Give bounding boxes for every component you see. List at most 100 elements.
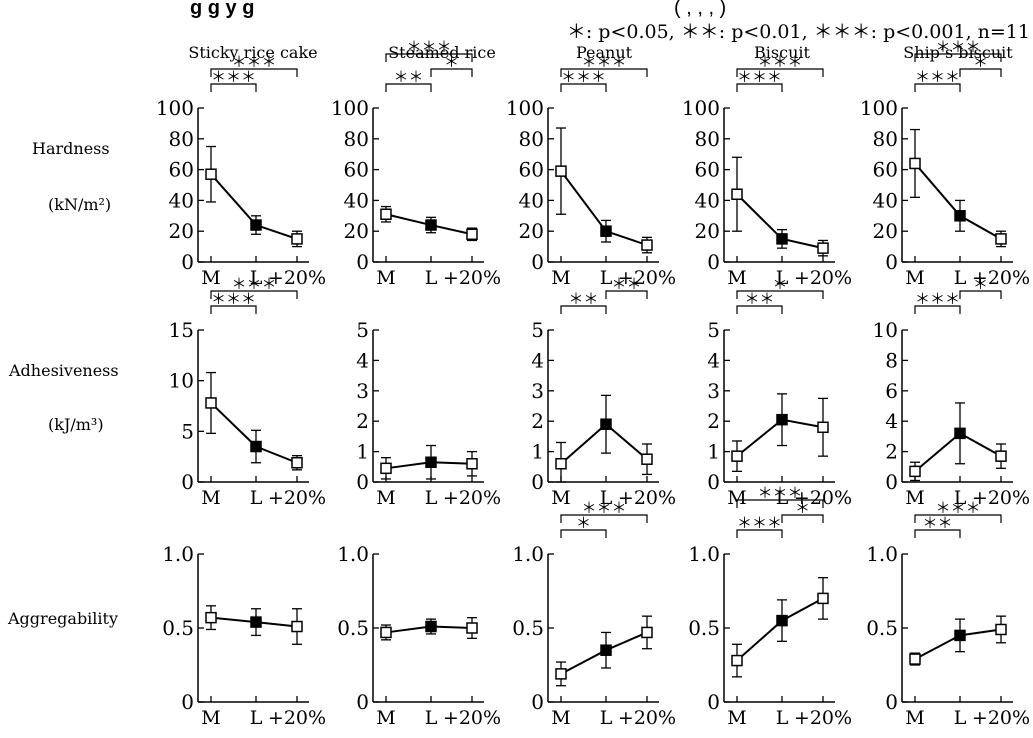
- panel-aggregability-peanut: 0 0.5 1.0 M L +20% ＊＊＊＊: [512, 499, 676, 729]
- significance-label: ＊: [444, 53, 459, 71]
- x-tick-label: M: [376, 487, 395, 509]
- y-tick-label: 60: [519, 158, 544, 182]
- data-point-filled: [425, 219, 437, 231]
- series-line: [210, 402, 298, 464]
- x-tick-label: +20%: [972, 267, 1030, 289]
- significance-label: ＊＊＊: [915, 290, 960, 308]
- data-point-open: [641, 626, 653, 639]
- significance-label: ＊＊＊: [406, 38, 451, 56]
- x-tick-label: L: [425, 267, 438, 289]
- data-point-filled: [425, 456, 437, 468]
- data-point-open: [909, 465, 921, 478]
- significance-bracket: [914, 514, 1002, 523]
- significance-bracket: [560, 514, 648, 523]
- significance-label: ＊: [973, 53, 988, 71]
- significance-bracket: [560, 83, 607, 92]
- y-tick-label: 0.5: [162, 616, 194, 640]
- significance-bracket: [560, 529, 607, 538]
- significance-label: ＊＊: [922, 514, 952, 532]
- x-tick-label: M: [727, 707, 746, 729]
- y-tick-label: 0: [531, 470, 544, 494]
- y-tick-label: 80: [519, 127, 544, 151]
- significance-label: ＊＊＊: [737, 68, 782, 86]
- x-tick-label: +20%: [268, 487, 326, 509]
- y-tick-label: 0: [707, 470, 720, 494]
- y-tick-label: 4: [356, 348, 369, 372]
- significance-label: ＊＊: [611, 275, 641, 293]
- y-tick-label: 2: [885, 440, 898, 464]
- y-tick-label: 2: [531, 409, 544, 433]
- x-tick-label: L: [954, 487, 967, 509]
- data-point-open: [555, 668, 567, 680]
- y-tick-label: 8: [885, 348, 898, 372]
- significance-bracket: [736, 529, 783, 538]
- data-point-open: [205, 611, 217, 624]
- y-tick-label: 80: [695, 127, 720, 151]
- x-tick-label: +20%: [794, 707, 852, 729]
- x-tick-label: L: [600, 487, 613, 509]
- y-tick-label: 20: [169, 219, 194, 243]
- y-tick-label: 1: [531, 440, 544, 464]
- series-line: [914, 162, 1002, 240]
- panel-hardness-peanut: 0 20 40 60 80 100 M L +20% ＊＊＊＊＊＊: [506, 53, 676, 289]
- y-tick-label: 0.5: [512, 616, 544, 640]
- figure-title-fragment: g g y g: [190, 0, 254, 19]
- y-tick-label: 40: [695, 188, 720, 212]
- significance-bracket: [959, 68, 1002, 77]
- y-tick-label: 40: [873, 188, 898, 212]
- x-tick-label: M: [905, 707, 924, 729]
- y-tick-label: 3: [356, 379, 369, 403]
- x-tick-label: L: [776, 267, 789, 289]
- data-point-open: [731, 654, 743, 667]
- x-tick-label: +20%: [618, 487, 676, 509]
- significance-bracket: [605, 290, 648, 299]
- data-point-open: [555, 458, 567, 470]
- x-tick-label: M: [376, 707, 395, 729]
- significance-label: ＊＊＊: [561, 68, 606, 86]
- y-tick-label: 4: [885, 409, 898, 433]
- data-point-filled: [776, 413, 788, 426]
- data-point-filled: [250, 440, 262, 453]
- y-tick-label: 60: [695, 158, 720, 182]
- row-label-aggregability: Aggregability: [7, 609, 118, 628]
- significance-bracket: [736, 499, 824, 508]
- row-label-adhesiveness: Adhesiveness: [8, 361, 119, 380]
- significance-bracket: [736, 290, 824, 299]
- y-tick-label: 80: [344, 127, 369, 151]
- y-tick-label: 1.0: [688, 542, 720, 566]
- data-point-open: [817, 421, 829, 434]
- y-tick-label: 2: [707, 409, 720, 433]
- x-tick-label: M: [727, 487, 746, 509]
- data-point-filled: [776, 614, 788, 627]
- y-tick-label: 100: [860, 96, 898, 120]
- y-tick-label: 3: [531, 379, 544, 403]
- data-point-filled: [954, 427, 966, 440]
- panel-hardness-biscuit: 0 20 40 60 80 100 M L +20% ＊＊＊＊＊＊: [682, 53, 852, 289]
- significance-label: ＊＊: [744, 290, 774, 308]
- significance-legend: ＊: p<0.05, ＊＊: p<0.01, ＊＊＊: p<0.001, n=1…: [567, 21, 1030, 43]
- data-point-open: [205, 168, 217, 180]
- data-point-filled: [954, 629, 966, 642]
- data-point-open: [466, 228, 478, 241]
- y-tick-label: 40: [169, 188, 194, 212]
- panel-adhesiveness-peanut: 0 1 2 3 4 5 M L +20% ＊＊ ＊＊: [531, 275, 676, 509]
- data-point-filled: [250, 219, 262, 231]
- data-point-filled: [250, 616, 262, 628]
- figure-title-tail: ( , , , ): [674, 0, 726, 19]
- data-point-open: [995, 450, 1007, 462]
- series-line: [736, 597, 824, 662]
- significance-label: ＊＊＊: [211, 68, 256, 86]
- column-header-sticky-rice-cake: Sticky rice cake: [188, 43, 317, 62]
- significance-bracket: [959, 290, 1002, 299]
- significance-label: ＊: [772, 275, 787, 293]
- significance-bracket: [385, 83, 432, 92]
- y-tick-label: 0: [707, 250, 720, 274]
- x-tick-label: +20%: [443, 487, 501, 509]
- significance-label: ＊＊＊: [231, 275, 276, 293]
- y-tick-label: 1: [707, 440, 720, 464]
- significance-bracket: [560, 68, 648, 77]
- y-tick-label: 2: [356, 409, 369, 433]
- panel-aggregability-ship-s-biscuit: 0 0.5 1.0 M L +20% ＊＊＊＊＊: [866, 499, 1030, 729]
